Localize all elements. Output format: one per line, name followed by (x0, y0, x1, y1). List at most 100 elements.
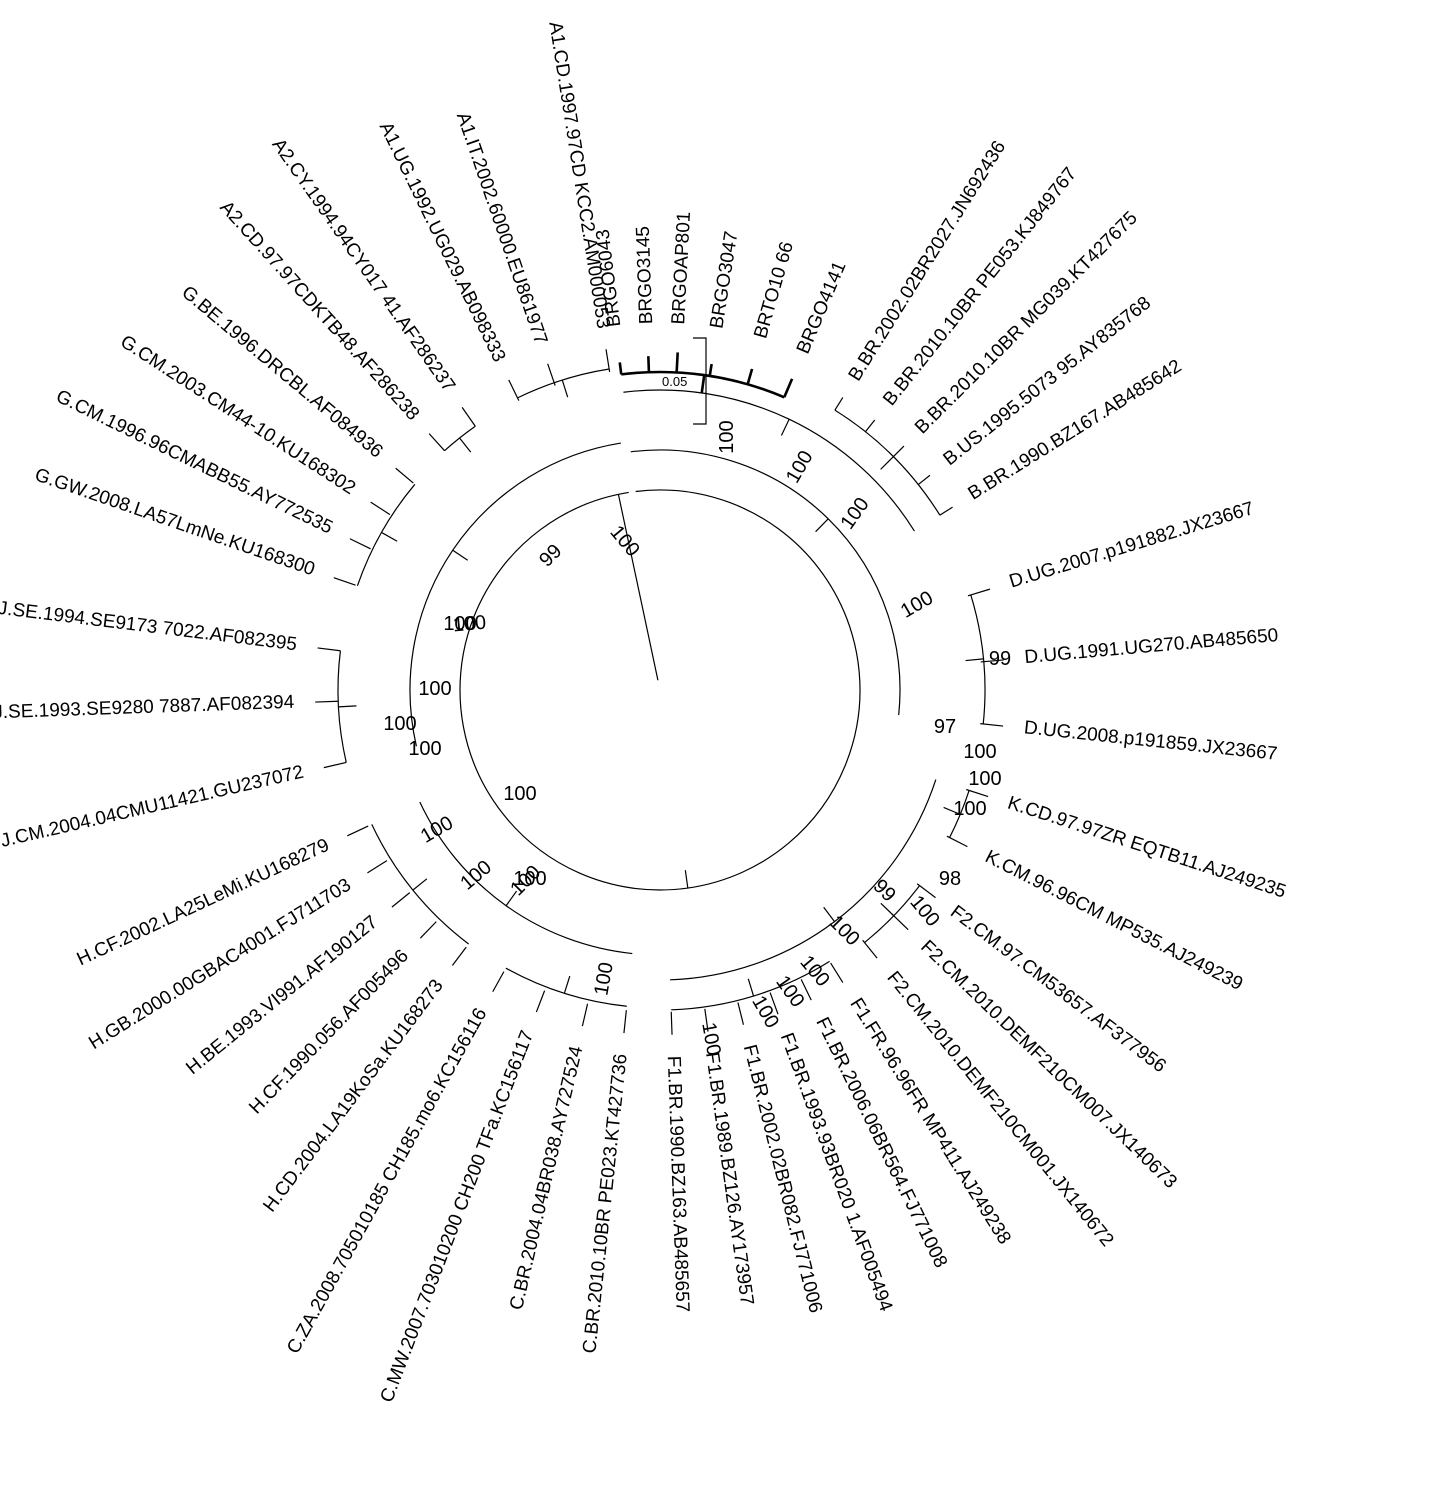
bootstrap-label: 100 (897, 587, 937, 623)
tip-label: A1.CD.1997.97CD KCC2.AM000053 (544, 20, 613, 330)
bootstrap-label: 100 (590, 961, 617, 998)
bootstrap-label: 100 (782, 447, 818, 487)
tip-label: G.GW.2008.LA57LmNe.KU168300 (32, 465, 317, 581)
bootstrap-label: 100 (716, 420, 738, 453)
tip-label: F1.BR.1989.BZ126.AY173957 (701, 1051, 757, 1307)
tip-labels: BRGO6043 BRGO3145 BRGOAP801 BRGO3047 BRTO10 … (0, 20, 1288, 1405)
bootstrap-label: 99 (535, 540, 566, 571)
tip-branch (323, 761, 347, 769)
clade-stem (412, 878, 428, 891)
scale-bar-line (693, 337, 707, 425)
tree-branches (315, 349, 1004, 1035)
tip-label: D.UG.2007.p191882.JX23667 (1007, 498, 1257, 593)
clade-stem (381, 531, 398, 542)
bootstrap-label: 100 (452, 612, 487, 637)
tip-branch (419, 921, 437, 939)
bootstrap-label: 97 (934, 716, 956, 738)
clade-stem (684, 870, 689, 889)
bootstrap-label: 100 (456, 856, 496, 894)
tip-branch (535, 990, 546, 1013)
tip-branch (892, 445, 905, 458)
bootstrap-label: 100 (383, 713, 416, 735)
tip-branch (349, 538, 371, 550)
bootstrap-label: 100 (503, 783, 536, 805)
tip-branch (428, 433, 445, 452)
bootstrap-label: 100 (697, 1021, 724, 1058)
root-branch (617, 494, 659, 681)
bootstrap-label: 100 (408, 738, 441, 760)
tip-branch (967, 588, 991, 597)
bootstrap-label: 100 (417, 812, 457, 848)
bootstrap-label: 100 (837, 494, 874, 534)
tip-branch (333, 577, 356, 586)
clade-stem (505, 890, 518, 907)
bootstrap-label: 99 (989, 648, 1011, 670)
clade-arc (444, 425, 476, 452)
clade-stem (815, 518, 829, 533)
tip-label: BRGO3047 (706, 230, 742, 330)
tip-label: F1.BR.1990.BZ163.AB485657 (663, 1055, 693, 1312)
tip-branch (508, 379, 520, 401)
clade-stem (561, 379, 569, 398)
clade-stem (880, 902, 895, 917)
bootstrap-label: 100 (513, 868, 546, 890)
tip-branch (317, 647, 341, 652)
tip-branch (581, 1003, 589, 1027)
tip-branch (864, 419, 876, 433)
bootstrap-label: 98 (939, 868, 961, 890)
tip-branch (746, 368, 754, 385)
tip-branch (980, 723, 1004, 727)
tip-branch (708, 363, 713, 377)
clade-arc (864, 885, 921, 944)
tip-branch (370, 501, 391, 516)
tip-branch (939, 506, 953, 516)
tip-branch (492, 971, 505, 993)
bootstrap-label: 100 (443, 613, 476, 635)
tip-label: BRGO4141 (793, 258, 851, 357)
clade-stem (780, 418, 790, 436)
bootstrap-label: 100 (968, 768, 1001, 790)
clade-arc (671, 960, 830, 1011)
tip-branch (451, 946, 467, 966)
clade-arc (621, 370, 785, 399)
tip-branch (618, 362, 623, 375)
bootstrap-label: 100 (953, 798, 986, 820)
tip-branch (891, 913, 909, 931)
tip-branch (737, 1002, 745, 1025)
tip-label: J.SE.1994.SE9173 7022.AF082395 (0, 598, 298, 656)
tip-branch (917, 474, 931, 486)
clade-stem (965, 658, 984, 662)
bootstrap-label: 100 (963, 741, 996, 763)
tip-branch (347, 825, 369, 837)
tip-branch (916, 883, 936, 899)
tip-branch (946, 835, 968, 848)
clade-arc (459, 489, 861, 891)
clade-stem (700, 374, 706, 394)
clade-stem (563, 975, 571, 994)
tip-label: BRGOAP801 (668, 211, 695, 325)
bootstrap-labels: 1001001001009997100100100989910010010010… (383, 420, 1011, 1057)
tip-branch (830, 962, 844, 983)
tip-branch (670, 1011, 673, 1035)
clade-stem (823, 906, 836, 922)
tip-label: BRGO3145 (633, 226, 657, 325)
tip-branch (980, 659, 1004, 663)
clade-arc (670, 779, 937, 981)
bootstrap-label: 100 (771, 972, 808, 1012)
scale-bar-label: 0.05 (662, 374, 687, 389)
clade-arc (409, 442, 621, 747)
tip-branch (367, 860, 388, 874)
tip-label: C.BR.2010.10BR PE023.KT427736 (579, 1053, 631, 1355)
tip-label: J.SE.1993.SE9280 7887.AF082394 (0, 692, 295, 724)
bootstrap-label: 99 (869, 875, 900, 906)
tip-label: J.CM.2004.04CMU11421.GU237072 (0, 762, 306, 852)
tip-branch (862, 939, 878, 959)
bootstrap-label: 100 (418, 678, 451, 700)
bootstrap-label: 100 (795, 951, 833, 991)
tip-label: H.CF.2002.LA25LeMi.KU168279 (74, 835, 333, 971)
clade-stem (747, 978, 755, 997)
tip-branch (547, 363, 556, 386)
tip-branch (800, 979, 812, 1001)
clade-stem (338, 705, 357, 708)
